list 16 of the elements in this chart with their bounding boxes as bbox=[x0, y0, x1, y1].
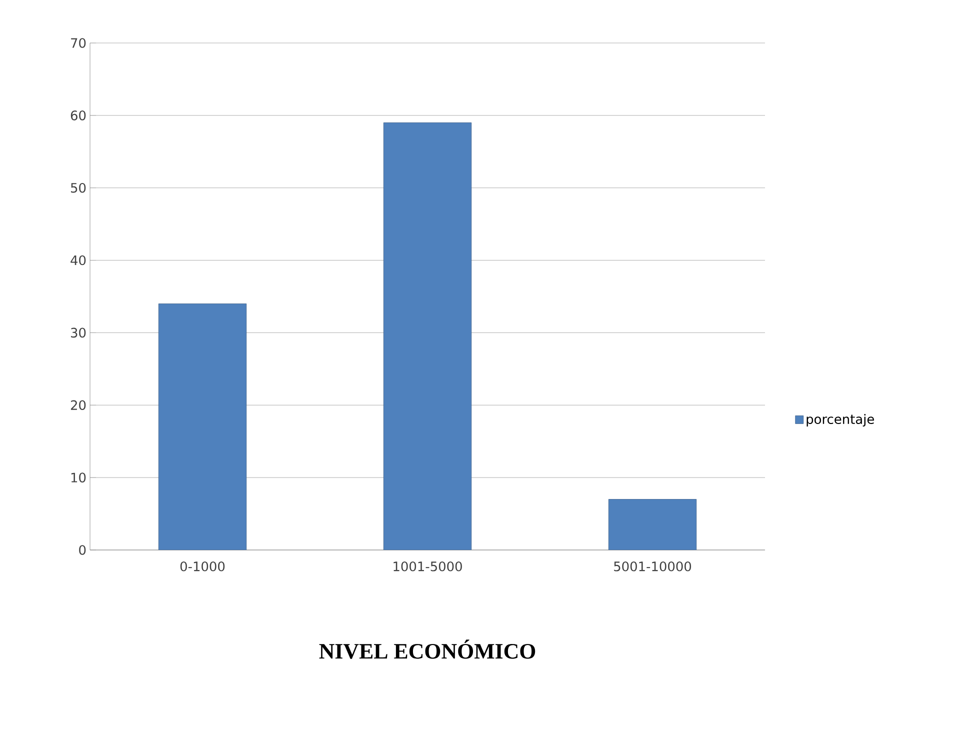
bar bbox=[158, 304, 247, 550]
x-axis-title: NIVEL ECONÓMICO bbox=[319, 640, 536, 659]
y-tick-label: 10 bbox=[71, 472, 86, 482]
y-tick-label: 0 bbox=[79, 545, 86, 555]
y-tick-label: 30 bbox=[70, 328, 86, 338]
x-tick-label: 0-1000 bbox=[180, 562, 225, 572]
y-tick-label: 60 bbox=[70, 110, 86, 120]
x-tick-label: 5001-10000 bbox=[614, 562, 692, 572]
y-tick-label: 70 bbox=[71, 38, 86, 48]
y-tick-label: 40 bbox=[70, 255, 86, 266]
x-tick-label: 1001-5000 bbox=[394, 562, 462, 572]
bar bbox=[608, 499, 697, 550]
y-tick-label: 20 bbox=[70, 400, 86, 410]
y-tick-label: 50 bbox=[71, 182, 86, 193]
legend-label: porcentaje bbox=[806, 414, 874, 427]
bar bbox=[383, 122, 472, 550]
